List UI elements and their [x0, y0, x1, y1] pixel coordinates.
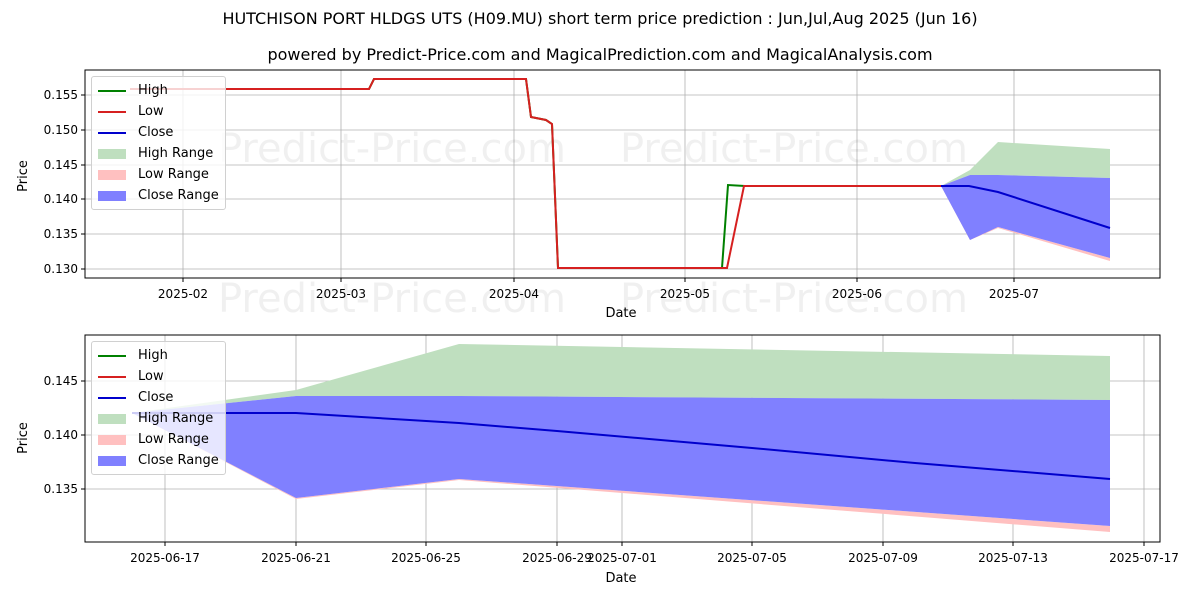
- legend-item-high: High: [98, 80, 219, 101]
- high-range-swatch: [98, 148, 126, 159]
- chart-subtitle: powered by Predict-Price.com and Magical…: [267, 45, 933, 64]
- x-tick-label: 2025-04: [489, 287, 539, 301]
- bottom-low-range: [132, 413, 1110, 532]
- x-tick-label: 2025-07: [989, 287, 1039, 301]
- legend-item-low: Low: [98, 101, 219, 122]
- x-tick-label: 2025-06-29: [522, 551, 592, 565]
- y-tick-label: 0.140: [44, 192, 78, 206]
- bottom-close-line: [132, 412, 1111, 480]
- x-tick-label: 2025-06-17: [130, 551, 200, 565]
- x-tick-label: 2025-07-13: [978, 551, 1048, 565]
- legend-item-close-range: Close Range: [98, 185, 219, 206]
- y-tick-label: 0.155: [44, 88, 78, 102]
- watermark: Predict-Price.com: [620, 126, 968, 172]
- x-tick-label: 2025-07-01: [587, 551, 657, 565]
- bottom-close-range: [132, 396, 1110, 526]
- legend-item-high: High: [98, 345, 219, 366]
- y-tick-label: 0.135: [44, 482, 78, 496]
- top-chart: Predict-Price.com Predict-Price.com Pred…: [16, 69, 1161, 322]
- y-tick-label: 0.145: [44, 374, 78, 388]
- legend-item-low: Low: [98, 366, 219, 387]
- close-line-swatch: [98, 396, 126, 399]
- legend-item-close: Close: [98, 387, 219, 408]
- x-axis-label: Date: [605, 306, 636, 321]
- top-high-line: [130, 78, 941, 269]
- top-close-range: [941, 175, 1110, 258]
- x-tick-label: 2025-07-09: [848, 551, 918, 565]
- high-line-swatch: [98, 354, 126, 357]
- y-tick-label: 0.150: [44, 123, 78, 137]
- low-range-swatch: [98, 169, 126, 180]
- bottom-high-range: [132, 344, 1110, 413]
- y-tick-label: 0.140: [44, 428, 78, 442]
- x-tick-label: 2025-06-21: [261, 551, 331, 565]
- x-tick-label: 2025-06: [832, 287, 882, 301]
- top-close-line: [941, 185, 1111, 229]
- legend-item-close: Close: [98, 122, 219, 143]
- watermark: Predict-Price.com: [218, 276, 566, 322]
- low-line-swatch: [98, 110, 126, 113]
- y-tick-label: 0.130: [44, 262, 78, 276]
- x-tick-label: 2025-07-05: [717, 551, 787, 565]
- y-axis-label: Price: [16, 422, 31, 454]
- bottom-chart: Predict-Price.com Predict-Price.com 0.14…: [16, 334, 1179, 586]
- watermark: Predict-Price.com: [218, 126, 566, 172]
- close-range-swatch: [98, 190, 126, 201]
- top-axes-frame: [84, 69, 1161, 279]
- x-tick-label: 2025-03: [316, 287, 366, 301]
- legend-item-low-range: Low Range: [98, 164, 219, 185]
- legend-item-close-range: Close Range: [98, 450, 219, 471]
- y-tick-label: 0.145: [44, 158, 78, 172]
- legend-item-high-range: High Range: [98, 408, 219, 429]
- top-low-line: [130, 78, 941, 269]
- x-tick-label: 2025-06-25: [391, 551, 461, 565]
- x-tick-label: 2025-02: [158, 287, 208, 301]
- low-line-swatch: [98, 375, 126, 378]
- legend-item-high-range: High Range: [98, 143, 219, 164]
- top-legend: High Low Close High Range Low Range Clos…: [91, 76, 226, 210]
- legend-item-low-range: Low Range: [98, 429, 219, 450]
- y-axis-label: Price: [16, 160, 31, 192]
- high-line-swatch: [98, 89, 126, 92]
- watermark: Predict-Price.com: [620, 276, 968, 322]
- close-range-swatch: [98, 455, 126, 466]
- chart-title: HUTCHISON PORT HLDGS UTS (H09.MU) short …: [222, 9, 978, 28]
- high-range-swatch: [98, 413, 126, 424]
- y-tick-label: 0.135: [44, 227, 78, 241]
- x-tick-label: 2025-07-17: [1109, 551, 1179, 565]
- x-axis-label: Date: [605, 571, 636, 586]
- x-tick-label: 2025-05: [660, 287, 710, 301]
- bottom-legend: High Low Close High Range Low Range Clos…: [91, 341, 226, 475]
- low-range-swatch: [98, 434, 126, 445]
- close-line-swatch: [98, 131, 126, 134]
- top-low-range: [941, 186, 1110, 261]
